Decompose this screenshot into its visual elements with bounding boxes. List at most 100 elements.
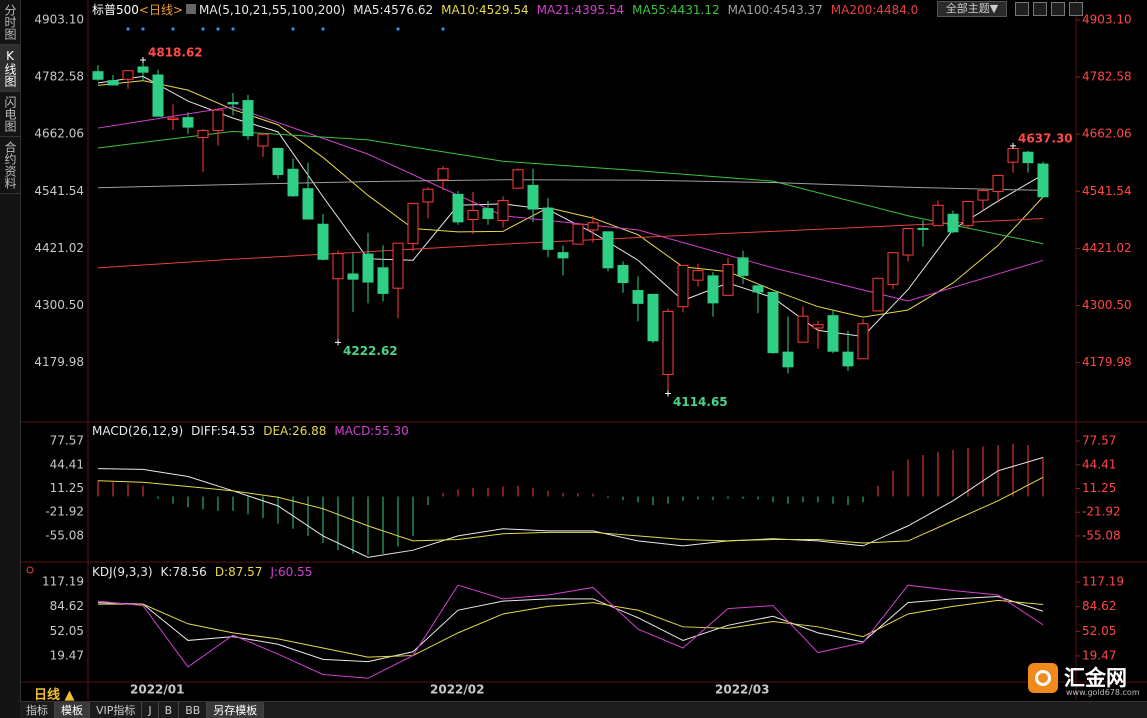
candle-body xyxy=(392,242,404,289)
candle-body xyxy=(932,204,944,227)
candle-body xyxy=(797,315,809,343)
bottom-tab[interactable]: 模板 xyxy=(55,702,90,718)
legend-item: DIFF:54.53 xyxy=(191,424,255,438)
candle-body xyxy=(92,71,104,80)
y-tick-label: 4421.02 xyxy=(1082,241,1132,255)
legend-item: DEA:26.88 xyxy=(263,424,326,438)
y-tick-label: 19.47 xyxy=(50,648,84,662)
indicator-line xyxy=(97,80,1044,318)
toolbar-icon[interactable] xyxy=(1033,2,1047,16)
candle-body xyxy=(482,208,494,220)
candle-body xyxy=(782,351,794,368)
bottom-tab[interactable]: B xyxy=(159,702,180,718)
bottom-tab[interactable]: J xyxy=(142,702,159,718)
bottom-tab[interactable]: VIP指标 xyxy=(90,702,143,718)
signal-dot xyxy=(201,27,205,31)
bottom-tab[interactable]: 指标 xyxy=(20,702,55,718)
candle-body xyxy=(377,267,389,294)
y-tick-label: 117.19 xyxy=(42,575,84,589)
candle-body xyxy=(152,74,164,117)
legend-item: J:60.55 xyxy=(269,565,312,579)
candle-body xyxy=(242,100,254,137)
legend-item: MA100:4543.37 xyxy=(728,3,823,17)
candle-body xyxy=(647,293,659,342)
indicator-line xyxy=(97,130,1044,245)
legend-item: MA200:4484.0 xyxy=(831,3,919,17)
candle-body xyxy=(632,290,644,304)
signal-dot xyxy=(216,27,220,31)
candle-body xyxy=(407,202,419,245)
y-tick-label: 52.05 xyxy=(50,624,84,638)
y-tick-label: 4662.06 xyxy=(34,127,84,141)
candle-body xyxy=(1037,163,1049,198)
header-icon xyxy=(186,4,196,14)
sidebar-tab[interactable]: K线图 xyxy=(0,45,20,92)
logo-url: www.gold678.com xyxy=(1066,688,1140,697)
indicator-line xyxy=(97,584,1044,679)
y-tick-label: 52.05 xyxy=(1082,624,1116,638)
bottom-tab[interactable]: BB xyxy=(179,702,208,718)
candle-body xyxy=(107,80,119,86)
legend-item: MA21:4395.54 xyxy=(537,3,625,17)
extreme-label: 4637.30 xyxy=(1018,131,1073,145)
sidebar-tab[interactable]: 分时图 xyxy=(0,0,20,45)
sidebar-tab[interactable]: 闪电图 xyxy=(0,92,20,137)
extreme-marker xyxy=(140,57,146,64)
candle-body xyxy=(962,200,974,227)
candle-body xyxy=(947,213,959,233)
candle-body xyxy=(902,227,914,256)
indicator-line xyxy=(98,599,1044,658)
y-tick-label: 44.41 xyxy=(50,457,84,471)
candle-body xyxy=(812,324,824,329)
instrument-name: 标普500 xyxy=(92,3,139,17)
signal-dot xyxy=(441,27,445,31)
y-tick-label: 4179.98 xyxy=(34,355,84,369)
panel-icon xyxy=(26,566,34,574)
y-tick-label: 4300.50 xyxy=(1082,298,1132,312)
y-tick-label: 11.25 xyxy=(50,481,84,495)
candle-body xyxy=(197,129,209,139)
candle-body xyxy=(992,174,1004,193)
y-tick-label: 77.57 xyxy=(1082,434,1116,448)
y-tick-label: 4662.06 xyxy=(1082,127,1132,141)
panel-header: KDJ(9,3,3) K:78.56 D:87.57 J:60.55 xyxy=(92,565,312,579)
candle-body xyxy=(422,188,434,203)
bottom-tabs: 指标 模板 VIP指标 J B BB 另存模板 xyxy=(20,701,1147,718)
y-tick-label: 84.62 xyxy=(1082,599,1116,613)
candle-body xyxy=(1007,147,1019,163)
sidebar: 分时图 K线图 闪电图 合约资料 xyxy=(0,0,21,718)
y-tick-label: 4300.50 xyxy=(34,298,84,312)
legend-item: MACD:55.30 xyxy=(334,424,408,438)
toolbar-icon[interactable] xyxy=(1051,2,1065,16)
panel-header: MACD(26,12,9) DIFF:54.53 DEA:26.88 MACD:55.… xyxy=(92,424,409,438)
sidebar-tab[interactable]: 合约资料 xyxy=(0,137,20,194)
y-tick-label: 117.19 xyxy=(1082,575,1124,589)
candle-body xyxy=(887,252,899,285)
toolbar-icon[interactable] xyxy=(1069,2,1083,16)
candle-body xyxy=(302,188,314,220)
candle-body xyxy=(287,168,299,197)
logo-icon xyxy=(1028,663,1058,693)
bottom-tab[interactable]: 另存模板 xyxy=(207,702,265,718)
candle-body xyxy=(662,310,674,375)
theme-dropdown[interactable]: 全部主题▼ xyxy=(937,1,1007,17)
period-selector[interactable]: 日线 ▲ xyxy=(34,688,75,703)
indicator-line xyxy=(97,106,1044,302)
y-tick-label: 4541.54 xyxy=(34,184,84,198)
signal-dot xyxy=(396,27,400,31)
toolbar-icon[interactable] xyxy=(1015,2,1029,16)
candle-body xyxy=(317,223,329,260)
y-tick-label: 44.41 xyxy=(1082,457,1116,471)
candle-body xyxy=(827,315,839,352)
period-name: <日线> xyxy=(139,3,183,17)
legend-item: MA55:4431.12 xyxy=(632,3,720,17)
y-tick-label: 11.25 xyxy=(1082,481,1116,495)
x-tick-label: 2022/01 xyxy=(130,683,184,697)
candle-body xyxy=(1022,151,1034,164)
candle-body xyxy=(362,253,374,283)
candle-body xyxy=(722,264,734,296)
indicator-line xyxy=(97,457,1044,558)
y-tick-label: 84.62 xyxy=(50,599,84,613)
candle-body xyxy=(707,275,719,304)
